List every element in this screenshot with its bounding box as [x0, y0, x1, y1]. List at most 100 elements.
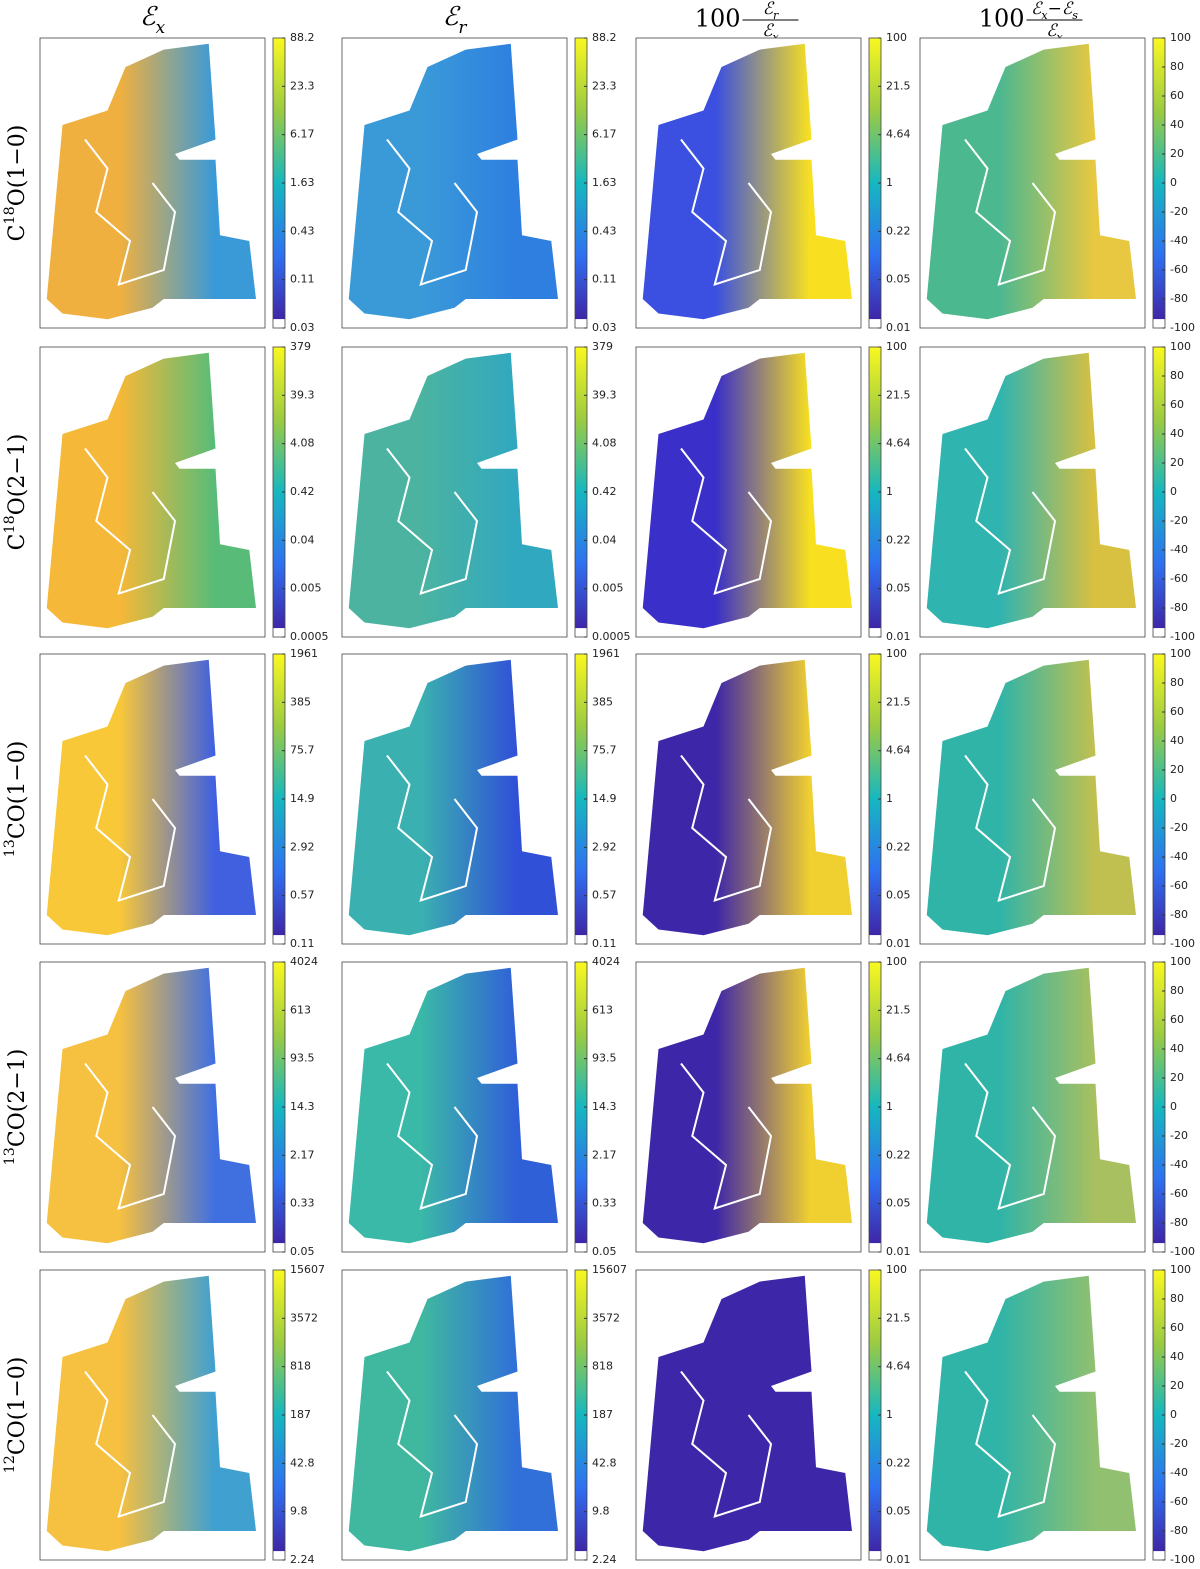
- map-region: [642, 967, 852, 1244]
- map-contour: [386, 447, 479, 596]
- colorbar-tick-label: 80: [1170, 60, 1184, 73]
- colorbar-tick-label: 0.04: [592, 533, 617, 546]
- text-part: O(1−0): [5, 125, 30, 207]
- row-label: 13CO(1−0): [2, 741, 30, 858]
- colorbar-tick-label: 4.64: [886, 1360, 911, 1373]
- colorbar-tick-label: 0.05: [886, 582, 911, 595]
- colorbar-tick-label: 0.005: [290, 582, 322, 595]
- row-label: 13CO(2−1): [2, 1049, 30, 1166]
- map-contour: [84, 1062, 177, 1211]
- map-region: [348, 352, 558, 629]
- map-contour: [680, 754, 773, 903]
- colorbar-tick-label: 60: [1170, 398, 1184, 411]
- colorbar-tick-label: -100: [1170, 1245, 1195, 1258]
- map-region: [46, 659, 256, 936]
- colorbar-tick-label: 0.05: [886, 1505, 911, 1518]
- colorbar-tick-label: 0.43: [592, 224, 617, 237]
- map-region: [348, 967, 558, 1244]
- colorbar-tick-label: -60: [1170, 263, 1188, 276]
- colorbar-tick-label: 14.3: [592, 1100, 617, 1113]
- colorbar-tick-label: 0.42: [290, 485, 315, 498]
- column-title: ℰx: [140, 2, 166, 37]
- colorbar-tick-label: 93.5: [592, 1052, 617, 1065]
- row-label: C18O(1−0): [2, 125, 30, 242]
- colorbar-tick-label: 385: [290, 695, 311, 708]
- colorbar-tick-label: 4.64: [886, 1052, 911, 1065]
- colorbar-tick-label: 100: [1170, 647, 1191, 660]
- colorbar-tick-label: -100: [1170, 1553, 1195, 1565]
- colorbar-tick-label: 3572: [290, 1311, 318, 1324]
- colorbar-tick-label: 60: [1170, 1013, 1184, 1026]
- text-part: s: [1072, 9, 1078, 22]
- text-part: C: [5, 225, 30, 242]
- colorbar-tick-label: 379: [592, 340, 613, 353]
- colorbar-tick-label: 14.3: [290, 1100, 315, 1113]
- colorbar-tick-label: 0.11: [592, 937, 617, 950]
- colorbar-tick-label: 23.3: [592, 79, 617, 92]
- colorbar-tick-label: 0.33: [290, 1197, 315, 1210]
- colorbar-tick-label: -40: [1170, 1466, 1188, 1479]
- colorbar-tick-label: 6.17: [290, 128, 315, 141]
- map-region: [46, 352, 256, 629]
- colorbar-tick-label: 0.11: [592, 273, 617, 286]
- colorbar-tick-label: 75.7: [290, 744, 315, 757]
- colorbar-tick-label: 1: [886, 1408, 893, 1421]
- text-part: ℰ: [763, 0, 775, 19]
- colorbar-tick-label: 1: [886, 176, 893, 189]
- colorbar-tick-label: 0.03: [290, 321, 315, 334]
- text-part: ℰ: [1046, 21, 1058, 41]
- colorbar-tick-label: 9.8: [290, 1505, 308, 1518]
- colorbar-tick-label: 0.01: [886, 630, 911, 643]
- text-part: 13: [2, 1147, 18, 1165]
- text-part: r: [773, 9, 779, 22]
- colorbar-tick-label: 385: [592, 695, 613, 708]
- colorbar-tick-label: 0.33: [592, 1197, 617, 1210]
- colorbar-tick-label: 2.92: [290, 840, 315, 853]
- colorbar-tick-label: 1: [886, 1100, 893, 1113]
- text-part: 12: [2, 1455, 18, 1473]
- colorbar-tick-label: -60: [1170, 879, 1188, 892]
- text-part: CO(2−1): [5, 1049, 30, 1147]
- text-part: 18: [2, 515, 18, 533]
- colorbar-tick-label: 2.17: [592, 1148, 617, 1161]
- colorbar-tick-label: -80: [1170, 601, 1188, 614]
- column-title: ℰr: [443, 2, 468, 37]
- text-part: O(2−1): [5, 434, 30, 516]
- colorbar-tick-label: 4024: [592, 955, 620, 968]
- text-part: ℰ: [443, 2, 461, 32]
- colorbar-tick-label: 0.005: [592, 582, 624, 595]
- colorbar-tick-label: 60: [1170, 705, 1184, 718]
- colorbar-tick-label: 0: [1170, 485, 1177, 498]
- colorbar-tick-label: 0.22: [886, 840, 911, 853]
- text-part: CO(1−0): [5, 1357, 30, 1455]
- colorbar-tick-label: 0.05: [886, 889, 911, 902]
- colorbar-tick-label: 4.64: [886, 128, 911, 141]
- column-denominator: ℰx: [762, 21, 779, 44]
- colorbar-tick-label: 0: [1170, 1408, 1177, 1421]
- colorbar-tick-label: 1961: [290, 647, 318, 660]
- map-region: [46, 43, 256, 320]
- colorbar-tick-label: 21.5: [886, 388, 911, 401]
- colorbar-tick-label: 15607: [290, 1263, 325, 1276]
- colorbar-tick-label: -40: [1170, 234, 1188, 247]
- colorbar-tick-label: 100: [1170, 31, 1191, 44]
- text-part: C: [5, 534, 30, 551]
- colorbar-tick-label: 0.05: [886, 1197, 911, 1210]
- colorbar-tick-label: 2.92: [592, 840, 617, 853]
- colorbar-tick-label: 4.08: [290, 437, 315, 450]
- colorbar-tick-label: 818: [592, 1360, 613, 1373]
- colorbar-tick-label: 0.01: [886, 1245, 911, 1258]
- colorbar-tick-label: 6.17: [592, 128, 617, 141]
- text-part: ℰ: [140, 2, 158, 32]
- colorbar-tick-label: 0.04: [290, 533, 315, 546]
- colorbar-tick-label: 40: [1170, 734, 1184, 747]
- colorbar-tick-label: 1.63: [290, 176, 315, 189]
- colorbar-tick-label: 0: [1170, 1100, 1177, 1113]
- colorbar-tick-label: -80: [1170, 1524, 1188, 1537]
- map-contour: [964, 1370, 1057, 1519]
- map-contour: [680, 138, 773, 287]
- colorbar-tick-label: 0.0005: [592, 630, 631, 643]
- colorbar-tick-label: 9.8: [592, 1505, 610, 1518]
- map-region: [926, 43, 1136, 320]
